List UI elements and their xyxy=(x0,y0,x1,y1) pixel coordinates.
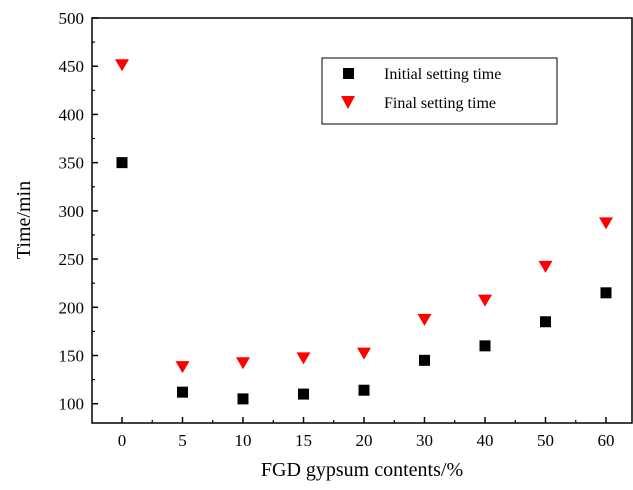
initial-setting-point xyxy=(419,354,430,366)
y-tick-label: 100 xyxy=(59,395,85,414)
legend-box xyxy=(321,57,558,125)
final-setting-point xyxy=(115,59,129,72)
x-tick-label: 60 xyxy=(598,431,615,450)
y-tick-label: 400 xyxy=(59,105,85,124)
x-tick-label: 40 xyxy=(477,431,494,450)
x-axis-title: FGD gypsum contents/% xyxy=(261,459,463,481)
x-tick-label: 10 xyxy=(235,431,252,450)
y-tick-label: 500 xyxy=(59,9,85,28)
final-setting-point xyxy=(417,313,432,326)
y-tick-label: 250 xyxy=(59,250,85,269)
final-setting-point xyxy=(175,361,190,374)
initial-setting-point xyxy=(479,340,491,352)
x-tick-label: 0 xyxy=(118,431,127,450)
y-tick-label: 200 xyxy=(59,298,85,317)
initial-setting-point xyxy=(540,316,551,328)
final-setting-point xyxy=(236,357,250,370)
legend: Initial setting time Final setting time xyxy=(321,57,558,125)
x-tick-label: 50 xyxy=(537,431,554,450)
y-tick-label: 300 xyxy=(59,202,85,221)
legend-final-marker xyxy=(341,96,355,109)
x-tick-label: 15 xyxy=(295,431,312,450)
x-tick-label: 20 xyxy=(356,431,373,450)
initial-setting-point xyxy=(177,386,188,398)
final-setting-point xyxy=(538,260,553,273)
y-axis-title: Time/min xyxy=(13,181,35,259)
y-tick-label: 350 xyxy=(59,154,85,173)
axis-ticks: 100 150 200 250 300 350 400 450 500 0 5 10 15 20 30 40 5… xyxy=(59,9,615,450)
legend-initial-label: Initial setting time xyxy=(384,66,501,83)
initial-setting-point xyxy=(600,287,612,299)
y-tick-label: 450 xyxy=(59,57,85,76)
final-setting-point xyxy=(599,217,613,230)
data-points xyxy=(115,59,613,405)
final-setting-point xyxy=(357,347,371,360)
y-tick-label: 150 xyxy=(59,347,85,366)
legend-initial-marker xyxy=(343,68,354,79)
initial-setting-point xyxy=(298,388,309,400)
initial-setting-point xyxy=(237,393,249,405)
x-tick-label: 5 xyxy=(178,431,187,450)
final-setting-point xyxy=(296,352,311,365)
initial-setting-point xyxy=(116,157,128,169)
legend-final-label: Final setting time xyxy=(384,95,496,112)
plot-area-frame xyxy=(91,17,633,424)
x-tick-label: 30 xyxy=(416,431,433,450)
final-setting-point xyxy=(478,294,492,307)
initial-setting-point xyxy=(358,384,370,396)
